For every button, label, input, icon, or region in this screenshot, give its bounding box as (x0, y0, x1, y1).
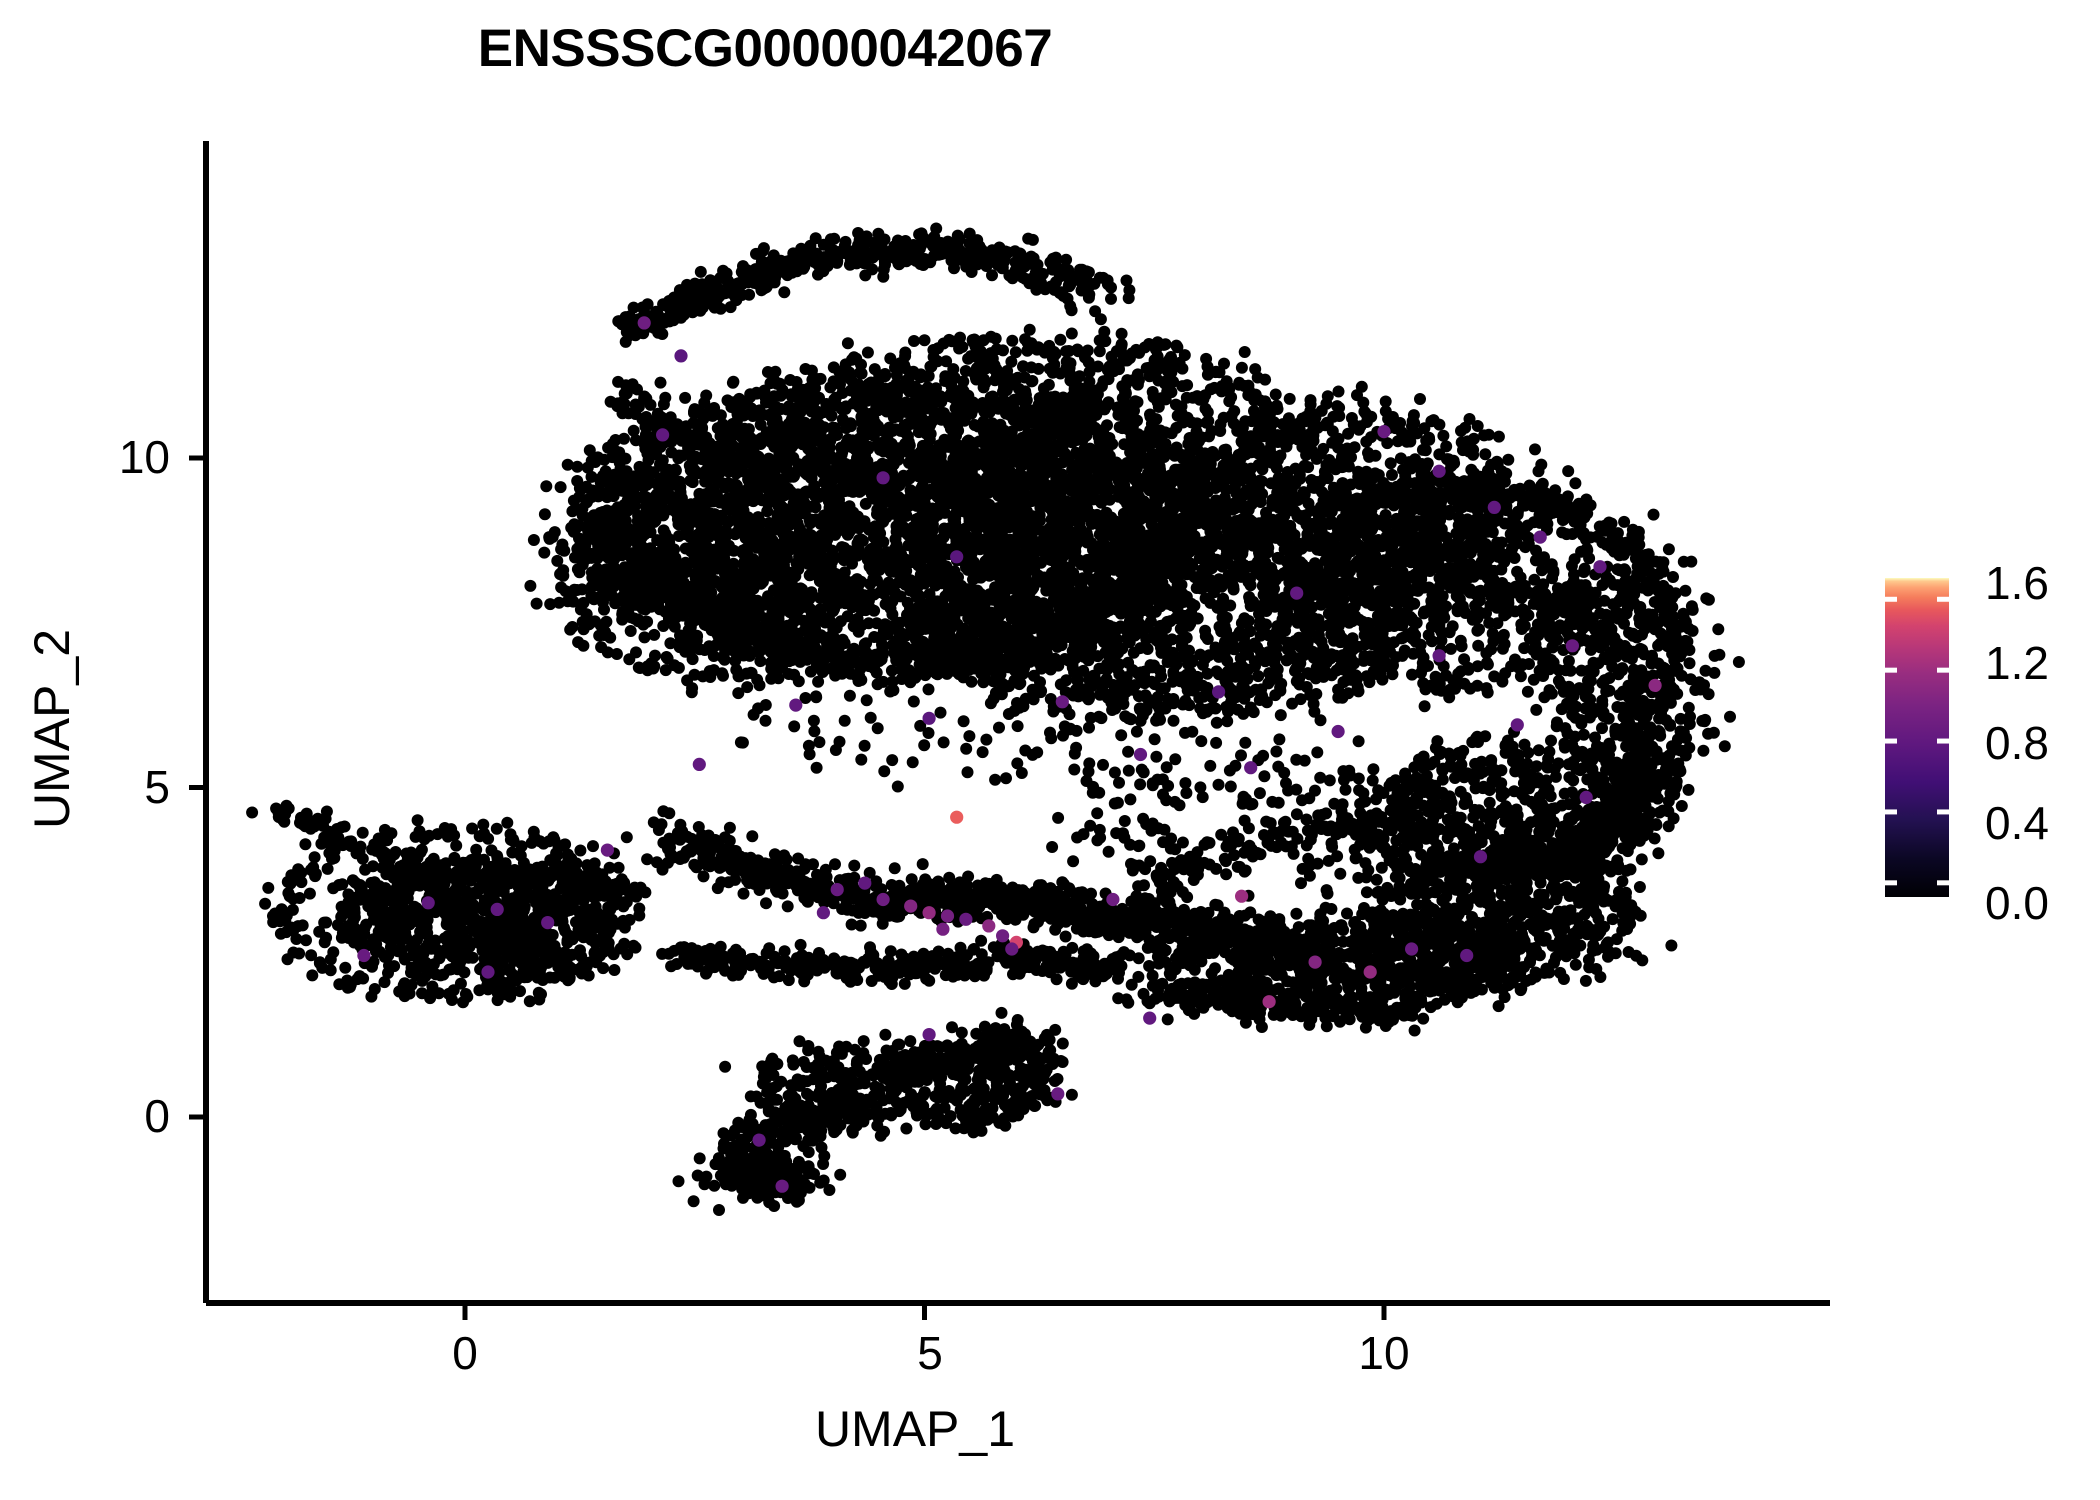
colorbar-gradient (1885, 578, 1949, 897)
colorbar-label-1-2: 1.2 (1985, 637, 2049, 689)
colorbar-label-0-8: 0.8 (1985, 717, 2049, 769)
x-tick-label-0: 0 (452, 1327, 478, 1379)
y-tick-label-0: 0 (144, 1090, 170, 1142)
x-tick-label-5: 5 (917, 1327, 943, 1379)
y-tick-label-10: 10 (118, 431, 170, 483)
y-axis-title: UMAP_2 (24, 628, 80, 830)
scatter-points (246, 222, 1745, 1216)
colorbar-label-0-4: 0.4 (1985, 797, 2049, 849)
colorbar-label-0-0: 0.0 (1985, 877, 2049, 929)
x-axis-ticks (462, 1303, 1387, 1320)
colorbar-ticks (1885, 596, 1949, 886)
y-axis-ticks (189, 455, 206, 1120)
x-tick-label-10: 10 (1358, 1327, 1410, 1379)
x-axis-title: UMAP_1 (814, 1401, 1016, 1457)
y-tick-label-5: 5 (144, 761, 170, 813)
colorbar-label-1-6: 1.6 (1985, 557, 2049, 609)
page-title: ENSSSCG00000042067 (477, 19, 1053, 78)
